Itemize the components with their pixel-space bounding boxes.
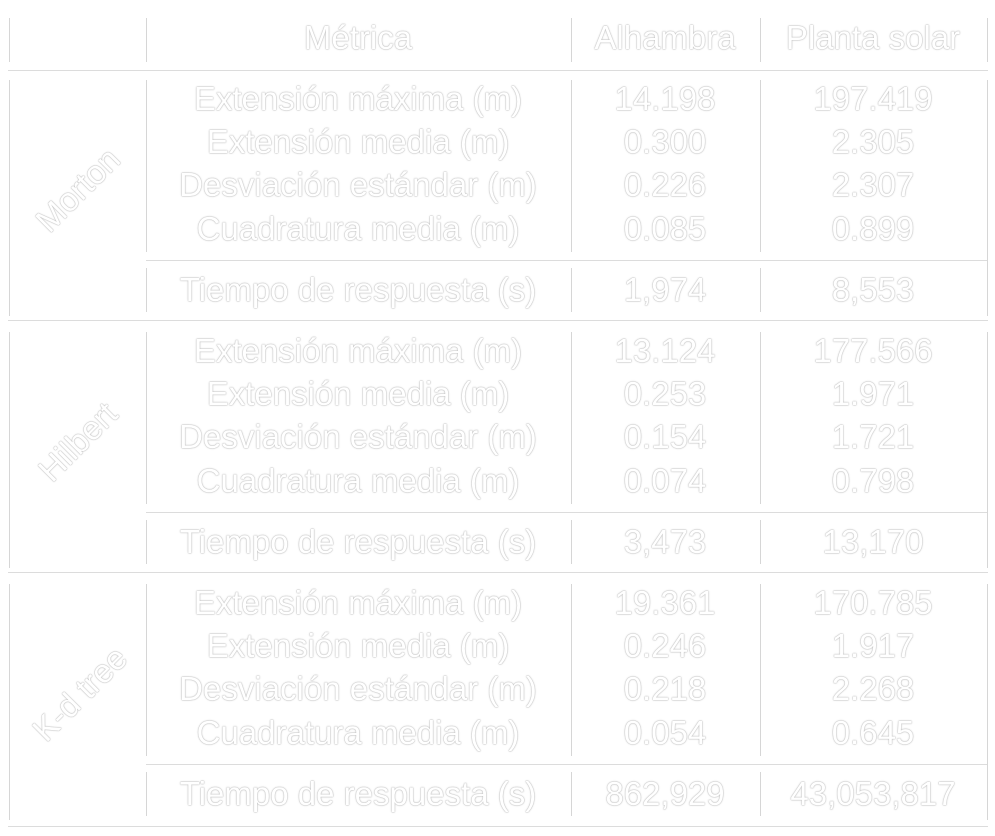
col-rule — [760, 520, 761, 564]
col-rule — [760, 772, 761, 816]
time-planta-value: 43,053,817 — [790, 775, 956, 812]
planta-value: 0.899 — [831, 210, 915, 247]
col-rule — [987, 584, 988, 820]
planta-value: 0.798 — [831, 462, 915, 499]
group-label-morton: Morton — [28, 140, 128, 240]
time-label: Tiempo de respuesta (s) — [179, 775, 537, 812]
metric-label: Desviación estándar (m) — [179, 418, 537, 455]
col-rule — [9, 332, 10, 568]
time-alhambra-value: 3,473 — [623, 523, 707, 560]
metric-label: Desviación estándar (m) — [179, 670, 537, 707]
time-label: Tiempo de respuesta (s) — [179, 523, 537, 560]
col-rule — [146, 80, 147, 252]
col-rule — [760, 18, 761, 62]
metric-label: Cuadratura media (m) — [196, 462, 520, 499]
time-rule — [146, 260, 988, 261]
alhambra-value: 0.226 — [623, 166, 707, 203]
col-rule — [9, 18, 10, 62]
col-rule — [146, 18, 147, 62]
col-rule — [146, 584, 147, 756]
planta-value: 2.268 — [831, 670, 915, 707]
planta-value: 2.307 — [831, 166, 915, 203]
alhambra-value: 0.253 — [623, 375, 707, 412]
time-label: Tiempo de respuesta (s) — [179, 271, 537, 308]
planta-value: 1.917 — [831, 627, 915, 664]
bottom-rule — [8, 826, 988, 827]
group-rule — [8, 572, 988, 573]
time-alhambra-value: 862,929 — [605, 775, 725, 812]
header-metric: Métrica — [303, 19, 413, 56]
col-rule — [987, 80, 988, 316]
alhambra-value: 0.300 — [623, 123, 707, 160]
col-rule — [571, 18, 572, 62]
time-planta-value: 13,170 — [822, 523, 924, 560]
header-alhambra: Alhambra — [594, 19, 736, 56]
header-rule — [8, 70, 988, 71]
col-rule — [571, 80, 572, 252]
col-rule — [571, 584, 572, 756]
planta-value: 1.971 — [831, 375, 915, 412]
group-label-kd-tree: K-d tree — [25, 639, 135, 749]
col-rule — [760, 268, 761, 312]
col-rule — [571, 520, 572, 564]
alhambra-value: 0.154 — [623, 418, 707, 455]
planta-value: 170.785 — [813, 584, 933, 621]
col-rule — [9, 584, 10, 820]
col-rule — [146, 332, 147, 504]
metric-label: Extensión máxima (m) — [193, 332, 523, 369]
col-rule — [146, 520, 147, 564]
metric-label: Cuadratura media (m) — [196, 210, 520, 247]
col-rule — [760, 332, 761, 504]
alhambra-value: 0.085 — [623, 210, 707, 247]
planta-value: 177.566 — [813, 332, 933, 369]
planta-value: 2.305 — [831, 123, 915, 160]
group-label-hilbert: Hilbert — [30, 394, 125, 489]
time-planta-value: 8,553 — [831, 271, 915, 308]
alhambra-value: 0.218 — [623, 670, 707, 707]
alhambra-value: 0.054 — [623, 714, 707, 751]
col-rule — [146, 772, 147, 816]
alhambra-value: 0.074 — [623, 462, 707, 499]
col-rule — [760, 584, 761, 756]
planta-value: 197.419 — [813, 80, 933, 117]
col-rule — [571, 772, 572, 816]
col-rule — [146, 268, 147, 312]
alhambra-value: 13.124 — [614, 332, 716, 369]
metric-label: Extensión máxima (m) — [193, 584, 523, 621]
time-alhambra-value: 1,974 — [623, 271, 707, 308]
col-rule — [571, 332, 572, 504]
group-rule — [8, 320, 988, 321]
metric-label: Desviación estándar (m) — [179, 166, 537, 203]
col-rule — [987, 332, 988, 568]
col-rule — [760, 80, 761, 252]
planta-value: 0.645 — [831, 714, 915, 751]
header-planta-solar: Planta solar — [785, 19, 961, 56]
metric-label: Extensión media (m) — [206, 123, 510, 160]
col-rule — [9, 80, 10, 316]
metric-label: Cuadratura media (m) — [196, 714, 520, 751]
planta-value: 1.721 — [831, 418, 915, 455]
col-rule — [571, 268, 572, 312]
metric-label: Extensión media (m) — [206, 627, 510, 664]
alhambra-value: 19.361 — [614, 584, 716, 621]
time-rule — [146, 764, 988, 765]
time-rule — [146, 512, 988, 513]
alhambra-value: 0.246 — [623, 627, 707, 664]
metric-label: Extensión media (m) — [206, 375, 510, 412]
col-rule — [987, 18, 988, 62]
alhambra-value: 14.198 — [614, 80, 716, 117]
metric-label: Extensión máxima (m) — [193, 80, 523, 117]
